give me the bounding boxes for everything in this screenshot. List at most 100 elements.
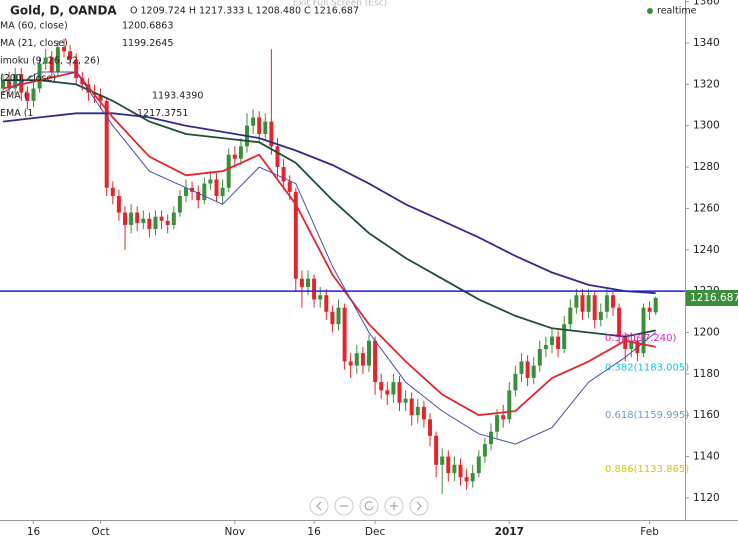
candle-body [543,344,548,350]
candle-body [141,218,146,223]
legend-value: 1200.6863 [122,21,173,32]
legend-name: imoku (9, 26, 52, 26) [0,56,100,67]
x-tick-label: Oct [92,526,110,538]
candle-body [31,88,36,101]
candle-body [519,361,524,374]
candle-body [238,146,243,159]
candle-body [342,307,347,362]
last-price-box [686,289,738,306]
candle-body [604,295,609,312]
fib-label: 0.382(1183.005) [605,363,689,374]
candle-body [275,146,280,168]
candle-body [617,307,622,337]
candle-body [25,92,30,101]
plot-area [0,38,685,494]
legend-name: (200, close) [0,73,56,84]
candle-body [13,74,18,89]
candle-body [562,324,567,350]
fib-label: 0.618(1159.995) [605,410,689,421]
candle-body [397,382,402,403]
candle-body [434,435,439,465]
candle-body [464,477,469,482]
candle-body [19,74,24,93]
candle-body [299,278,304,287]
x-tick-label: Nov [225,526,246,538]
candle-body [269,121,274,147]
candle-body [306,278,310,287]
candle-body [165,220,170,225]
x-tick-label: 16 [27,526,41,538]
candle-body [123,212,127,225]
candle-body [592,295,597,321]
candle-body [1,80,5,89]
candle-body [324,295,329,312]
candle-body [403,398,408,403]
candle-body [7,80,12,89]
candle-body [251,117,256,126]
candle-body [641,307,646,354]
scroll-left-button[interactable] [309,496,329,516]
y-tick-label: 1240 [693,244,720,256]
candle-body [556,336,561,350]
moving-average-line [2,112,656,295]
candle-body [501,415,506,420]
scroll-right-button[interactable] [409,496,429,516]
candle-body [623,336,628,350]
candle-body [98,94,103,101]
candle-body [263,121,268,134]
y-tick-label: 1180 [693,368,720,380]
candle-body [531,365,536,378]
legend-value: 1217.3751 [137,108,188,119]
candle-body [391,382,396,395]
candle-body [568,307,573,325]
y-tick-label: 1360 [693,0,720,8]
candle-body [110,187,115,197]
candle-body [629,340,634,350]
candle-body [421,406,426,420]
legend-value: 1193.4390 [152,91,203,102]
candle-body [287,181,292,192]
candle-body [202,183,207,201]
candle-body [318,295,323,300]
last-price-label: 1216.687 [690,292,738,304]
candle-body [49,57,54,72]
symbol-title: Gold, D, OANDA [10,4,117,18]
moving-average-line [3,79,656,338]
candle-body [489,431,493,445]
y-tick-label: 1260 [693,202,720,214]
candle-body [68,51,73,60]
x-tick-label: Dec [365,526,386,538]
y-tick-label: 1120 [693,492,720,504]
candle-body [354,353,359,366]
candle-body [367,340,371,366]
candle-body [336,307,341,325]
candle-body [159,216,164,221]
reset-button[interactable] [359,496,379,516]
candle-body [74,59,79,79]
candle-body [281,167,286,182]
candle-body [580,295,585,312]
candle-body [232,154,237,159]
candle-body [220,187,225,197]
legend-value: 1199.2645 [122,38,173,49]
icon [364,501,374,511]
legend-name: MA (60, close) [0,21,68,32]
candle-body [507,390,512,420]
candle-body [208,179,213,184]
x-tick-label: 16 [307,526,321,538]
candle-body [177,196,182,213]
candle-body [647,307,652,312]
moving-average-line [2,71,657,445]
y-tick-label: 1200 [693,326,720,338]
candle-body [62,47,66,52]
candle-body [147,218,152,230]
candle-body [129,212,134,225]
legend: Gold, D, OANDA O 1209.724 H 1217.333 L 1… [0,4,359,120]
candle-body [440,456,445,465]
ohlc-values: O 1209.724 H 1217.333 L 1208.480 C 1216.… [130,6,359,17]
candle-body [135,212,140,223]
candle-body [184,187,188,197]
legend-name: MA (21, close) [0,38,68,49]
